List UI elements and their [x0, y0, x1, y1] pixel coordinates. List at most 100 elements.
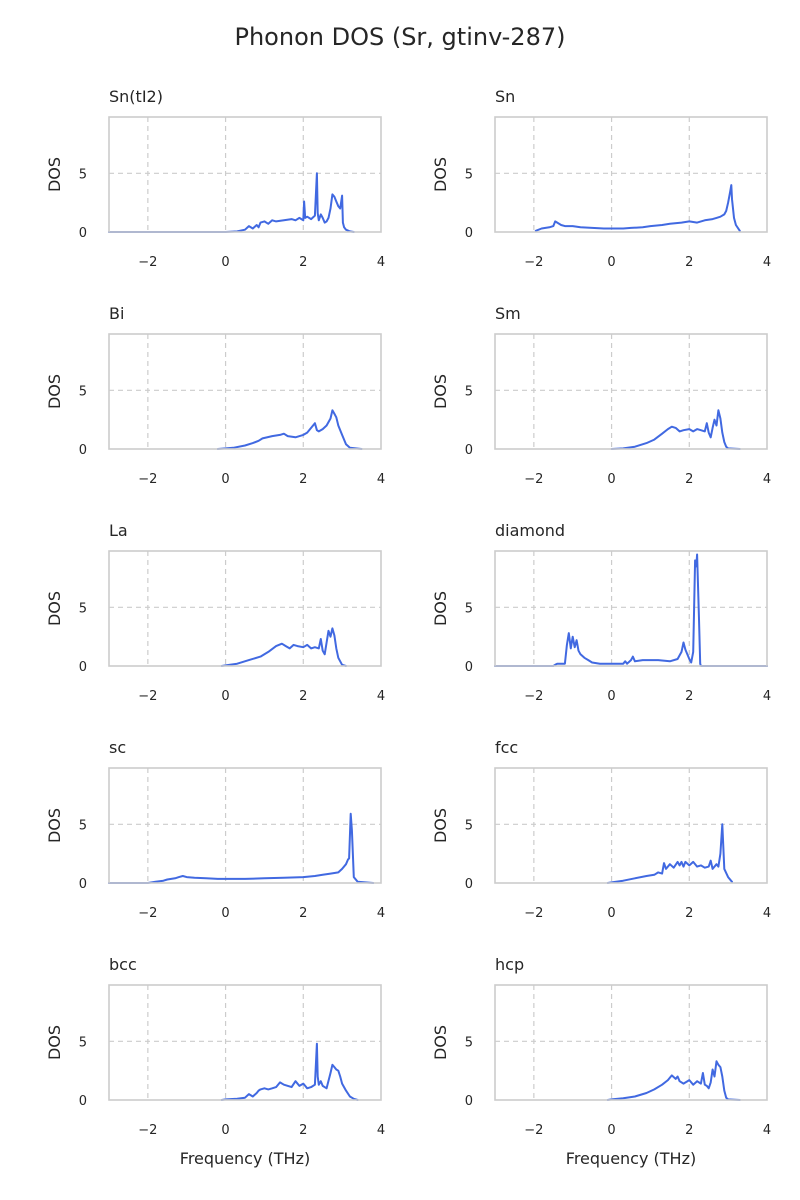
y-tick-label: 0 — [465, 1094, 473, 1109]
x-tick-label: −2 — [524, 1123, 543, 1138]
panel-title: sc — [109, 738, 126, 757]
plot-frame — [108, 767, 382, 884]
x-tick-label: 0 — [221, 472, 229, 487]
x-axis-label: Frequency (THz) — [180, 1149, 310, 1168]
x-tick-label: 2 — [685, 689, 693, 704]
y-tick-label: 5 — [79, 384, 87, 399]
x-tick-label: 2 — [685, 472, 693, 487]
x-tick-label: −2 — [524, 255, 543, 270]
panel-title: Sn(tI2) — [109, 87, 163, 106]
panel-title: bcc — [109, 955, 137, 974]
plot-frame — [108, 116, 382, 233]
x-tick-label: −2 — [138, 689, 157, 704]
x-tick-label: 4 — [763, 472, 771, 487]
x-tick-label: 0 — [221, 1123, 229, 1138]
y-axis-label: DOS — [45, 591, 64, 626]
panel-10: hcp −2 0 2 4 0 5 DOS Frequency (THz) — [431, 955, 771, 1168]
x-tick-label: 0 — [221, 906, 229, 921]
x-tick-label: 0 — [607, 689, 615, 704]
x-tick-label: 0 — [607, 472, 615, 487]
x-tick-label: 0 — [607, 906, 615, 921]
panel-7: sc −2 0 2 4 0 5 DOS — [45, 738, 385, 921]
panel-title: Sn — [495, 87, 515, 106]
y-tick-label: 5 — [79, 167, 87, 182]
dos-curve — [216, 409, 363, 450]
x-tick-label: −2 — [524, 472, 543, 487]
y-tick-label: 5 — [465, 384, 473, 399]
x-tick-label: 4 — [377, 472, 385, 487]
panel-5: La −2 0 2 4 0 5 DOS — [45, 521, 385, 704]
x-tick-label: −2 — [138, 472, 157, 487]
x-tick-label: 0 — [221, 255, 229, 270]
x-tick-label: −2 — [524, 689, 543, 704]
x-tick-label: 4 — [377, 255, 385, 270]
x-axis-label: Frequency (THz) — [566, 1149, 696, 1168]
y-axis-label: DOS — [45, 374, 64, 409]
y-tick-label: 0 — [79, 660, 87, 675]
x-tick-label: 4 — [763, 1123, 771, 1138]
y-tick-label: 0 — [465, 877, 473, 892]
plot-frame — [494, 767, 768, 884]
plot-frame — [108, 550, 382, 667]
plot-frame — [494, 984, 768, 1101]
y-tick-label: 0 — [465, 226, 473, 241]
dos-curve — [220, 627, 347, 667]
y-tick-label: 5 — [79, 601, 87, 616]
y-axis-label: DOS — [45, 1025, 64, 1060]
dos-curve — [610, 409, 741, 450]
x-tick-label: −2 — [138, 1123, 157, 1138]
x-tick-label: 4 — [763, 689, 771, 704]
x-tick-label: 4 — [377, 689, 385, 704]
x-tick-label: 2 — [299, 906, 307, 921]
y-axis-label: DOS — [431, 1025, 450, 1060]
y-tick-label: 0 — [465, 660, 473, 675]
plot-frame — [494, 550, 768, 667]
x-tick-label: 2 — [685, 1123, 693, 1138]
x-tick-label: 4 — [763, 906, 771, 921]
x-tick-label: 2 — [299, 689, 307, 704]
x-tick-label: 2 — [685, 906, 693, 921]
y-tick-label: 5 — [79, 1035, 87, 1050]
y-axis-label: DOS — [431, 591, 450, 626]
y-axis-label: DOS — [45, 157, 64, 192]
panel-6: diamond −2 0 2 4 0 5 DOS — [431, 521, 771, 704]
y-tick-label: 5 — [465, 818, 473, 833]
x-tick-label: −2 — [138, 255, 157, 270]
panel-title: Bi — [109, 304, 124, 323]
x-tick-label: 2 — [299, 255, 307, 270]
y-tick-label: 5 — [79, 818, 87, 833]
panel-title: Sm — [495, 304, 521, 323]
y-axis-label: DOS — [431, 808, 450, 843]
dos-curve — [534, 184, 741, 232]
panel-3: Bi −2 0 2 4 0 5 DOS — [45, 304, 385, 487]
dos-curve — [108, 812, 375, 884]
y-tick-label: 0 — [465, 443, 473, 458]
y-tick-label: 5 — [465, 1035, 473, 1050]
panel-9: bcc −2 0 2 4 0 5 DOS Frequency (THz) — [45, 955, 385, 1168]
x-tick-label: 0 — [221, 689, 229, 704]
x-tick-label: 0 — [607, 1123, 615, 1138]
x-tick-label: 4 — [377, 1123, 385, 1138]
dos-curve — [108, 172, 355, 233]
x-tick-label: 2 — [685, 255, 693, 270]
x-tick-label: −2 — [138, 906, 157, 921]
x-tick-label: 2 — [299, 472, 307, 487]
figure-title: Phonon DOS (Sr, gtinv-287) — [235, 23, 566, 51]
y-axis-label: DOS — [431, 374, 450, 409]
panel-title: hcp — [495, 955, 524, 974]
dos-curve — [606, 1060, 741, 1101]
y-tick-label: 5 — [465, 167, 473, 182]
panel-title: La — [109, 521, 128, 540]
panel-4: Sm −2 0 2 4 0 5 DOS — [431, 304, 771, 487]
y-axis-label: DOS — [431, 157, 450, 192]
y-tick-label: 5 — [465, 601, 473, 616]
y-tick-label: 0 — [79, 877, 87, 892]
x-tick-label: 4 — [377, 906, 385, 921]
panel-2: Sn −2 0 2 4 0 5 DOS — [431, 87, 771, 270]
x-tick-label: −2 — [524, 906, 543, 921]
dos-curve — [220, 1042, 359, 1101]
y-tick-label: 0 — [79, 443, 87, 458]
x-tick-label: 4 — [763, 255, 771, 270]
panel-grid: Sn(tI2) −2 0 2 4 0 5 DOS Sn −2 0 2 4 0 5 DOS Bi −2 0 2 4 0 5 DO… — [45, 87, 771, 1168]
